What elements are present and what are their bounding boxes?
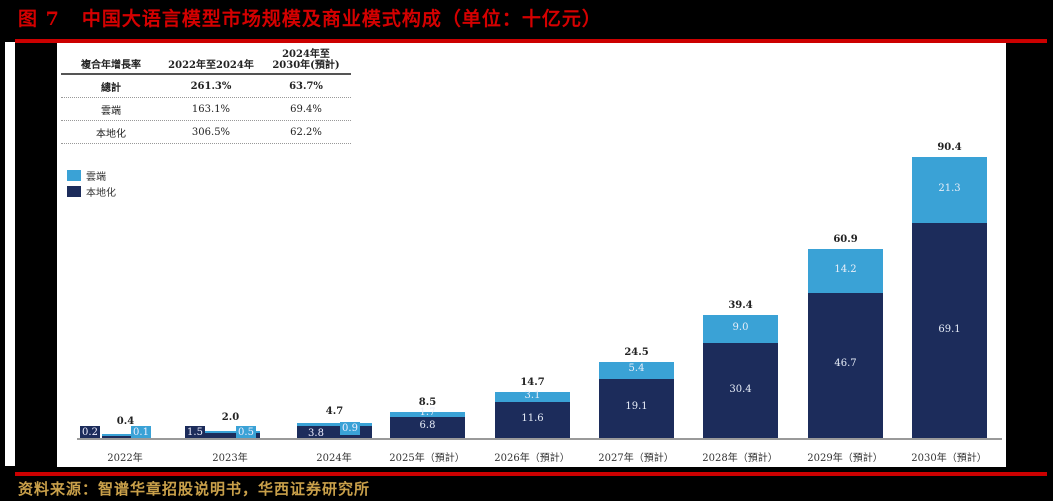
cagr-header-line1: 2024年至 — [282, 49, 330, 60]
bar-cloud-label: 5.4 — [628, 363, 645, 375]
bar-local-label: 1.5 — [185, 426, 205, 439]
cagr-table: 複合年增長率 2022年至2024年 2024年至 2030年(預計) 總計 2… — [61, 43, 351, 144]
legend-label: 本地化 — [86, 187, 116, 199]
bar-cloud-label: 0.1 — [131, 426, 151, 439]
x-axis-tick-label: 2024年 — [316, 453, 352, 464]
x-axis-tick-label: 2030年（預計） — [911, 453, 987, 464]
stacked-bar: 6.8 1.7 — [390, 407, 465, 438]
figure-title-text: 中国大语言模型市场规模及商业模式构成（单位：十亿元） — [81, 8, 602, 30]
cagr-header-label: 複合年增長率 — [81, 60, 141, 71]
bar-local-label: 0.2 — [80, 426, 100, 439]
bar-cloud-label: 3.1 — [524, 390, 541, 402]
cagr-row-local: 本地化 306.5% 62.2% — [61, 121, 351, 144]
cagr-header-line2: 2030年(預計) — [272, 60, 340, 71]
cagr-header-2022-2024: 2022年至2024年 — [168, 60, 254, 71]
bar-local-label: 69.1 — [938, 323, 961, 335]
stacked-bar: 19.1 5.4 — [599, 361, 674, 438]
x-axis-tick-label: 2022年 — [107, 453, 143, 464]
bar-segment-local: 11.6 — [495, 401, 570, 438]
x-axis-tick-label: 2023年 — [212, 453, 248, 464]
left-margin-strip — [5, 42, 15, 466]
bar-segment-local: 69.1 — [912, 223, 987, 438]
bar-segment-cloud: 21.3 — [912, 156, 987, 224]
bar-total-label: 2.0 — [221, 412, 240, 423]
legend-swatch-local — [67, 185, 81, 197]
bar-cloud-label: 0.5 — [236, 426, 256, 439]
x-axis-tick-label: 2029年（預計） — [807, 453, 883, 464]
x-axis-line — [77, 438, 1002, 440]
bar-local-label: 30.4 — [729, 383, 752, 395]
source-note: 资料来源：智谱华章招股说明书，华西证券研究所 — [18, 480, 371, 498]
bar-segment-cloud: 1.7 — [390, 407, 465, 418]
cagr-value: 63.7% — [289, 80, 323, 92]
chart-panel: 複合年增長率 2022年至2024年 2024年至 2030年(預計) 總計 2… — [57, 43, 1006, 467]
bar-cloud — [200, 431, 260, 434]
bar-local — [200, 433, 260, 438]
cagr-row-label: 總計 — [101, 82, 121, 94]
bar-total-label: 14.7 — [520, 377, 545, 389]
figure-title: 图 7 中国大语言模型市场规模及商业模式构成（单位：十亿元） — [18, 4, 602, 31]
bar-local-label: 11.6 — [521, 412, 544, 424]
x-axis-tick-label: 2027年（預計） — [598, 453, 674, 464]
bar-cloud-label: 9.0 — [732, 322, 749, 334]
stacked-bar: 30.4 9.0 — [703, 315, 778, 438]
bar-local — [296, 426, 372, 438]
bar-total-label: 39.4 — [728, 300, 753, 312]
cagr-value: 62.2% — [290, 126, 322, 138]
bar-cloud-label: 1.7 — [419, 407, 436, 419]
bar-cloud-label: 0.9 — [340, 422, 360, 435]
bar-local-label: 46.7 — [834, 358, 857, 370]
stacked-bar: 11.6 3.1 — [495, 390, 570, 438]
bar-total-label: 0.4 — [116, 416, 135, 427]
bar-segment-cloud: 5.4 — [599, 361, 674, 379]
bar-segment-local: 19.1 — [599, 378, 674, 438]
cagr-row-label: 本地化 — [96, 128, 126, 140]
x-axis-tick-label: 2025年（預計） — [389, 453, 465, 464]
bar-cloud-label: 14.2 — [834, 263, 857, 275]
cagr-value: 69.4% — [290, 103, 322, 115]
bar-total-label: 60.9 — [833, 233, 858, 245]
cagr-row-total: 總計 261.3% 63.7% — [61, 75, 351, 98]
top-divider — [15, 39, 1047, 43]
legend-label: 雲端 — [86, 171, 106, 183]
bar-cloud — [102, 434, 148, 436]
bar-segment-cloud: 14.2 — [808, 248, 883, 293]
bar-segment-cloud: 3.1 — [495, 390, 570, 402]
legend-swatch-cloud — [67, 169, 81, 181]
bar-segment-cloud: 9.0 — [703, 315, 778, 344]
stacked-bar: 46.7 14.2 — [808, 248, 883, 438]
cagr-value: 306.5% — [191, 126, 231, 138]
bar-cloud — [296, 423, 372, 427]
x-axis-tick-label: 2028年（預計） — [702, 453, 778, 464]
bar-local-label: 19.1 — [625, 401, 648, 413]
bar-local-label: 6.8 — [419, 420, 436, 432]
cagr-table-header: 複合年增長率 2022年至2024年 2024年至 2030年(預計) — [61, 43, 351, 75]
bar-total-label: 90.4 — [937, 141, 962, 153]
bar-local — [102, 436, 148, 438]
cagr-row-label: 雲端 — [101, 105, 121, 117]
bar-segment-local: 30.4 — [703, 343, 778, 438]
bar-total-label: 8.5 — [418, 396, 437, 408]
x-axis-tick-label: 2026年（預計） — [494, 453, 570, 464]
bottom-divider — [15, 472, 1047, 476]
bar-segment-local: 46.7 — [808, 292, 883, 438]
bar-total-label: 4.7 — [325, 406, 344, 417]
cagr-value: 261.3% — [190, 80, 232, 92]
bar-local-label: 3.8 — [308, 428, 324, 439]
cagr-row-cloud: 雲端 163.1% 69.4% — [61, 98, 351, 121]
bar-segment-local: 6.8 — [390, 416, 465, 438]
figure-number: 图 7 — [18, 8, 60, 30]
cagr-header-2024-2030: 2024年至 2030年(預計) — [261, 49, 351, 71]
bar-cloud-label: 21.3 — [938, 182, 961, 194]
stacked-bar: 69.1 21.3 — [912, 156, 987, 438]
legend-item-cloud: 雲端 — [67, 167, 116, 183]
legend-item-local: 本地化 — [67, 183, 116, 199]
chart-legend: 雲端 本地化 — [67, 167, 116, 199]
bar-total-label: 24.5 — [624, 346, 649, 358]
cagr-value: 163.1% — [191, 103, 231, 115]
